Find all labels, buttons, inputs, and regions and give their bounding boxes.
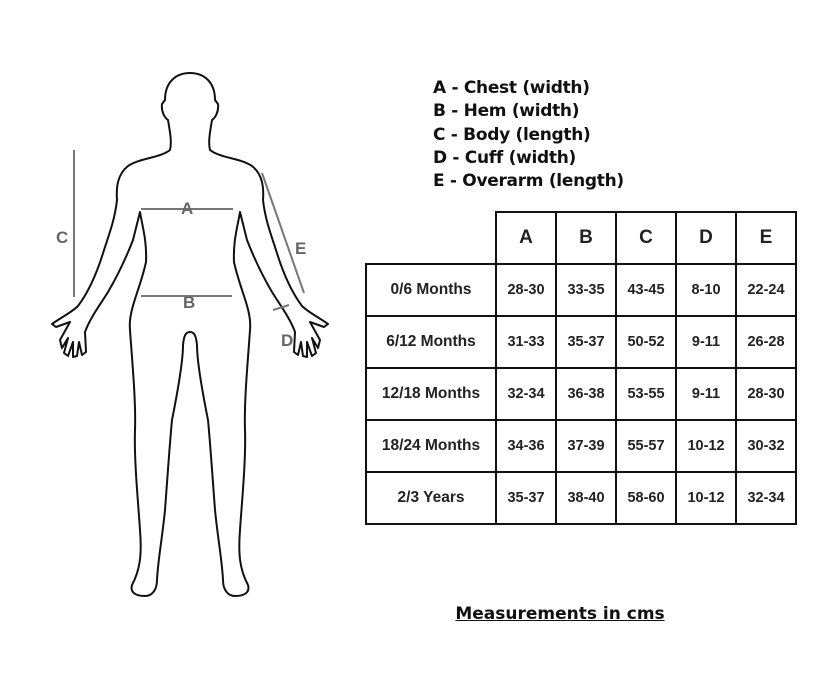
measurement-cell: 37-39 [555, 419, 617, 473]
units-note: Measurements in cms [455, 604, 665, 624]
measurement-cell: 58-60 [615, 471, 677, 525]
measurement-cell: 43-45 [615, 263, 677, 317]
measurement-cell: 28-30 [735, 367, 797, 421]
measurement-cell: 35-37 [555, 315, 617, 369]
measurement-cell: 26-28 [735, 315, 797, 369]
measurement-cell: 50-52 [615, 315, 677, 369]
measurement-legend: A - Chest (width) B - Hem (width) C - Bo… [433, 77, 624, 193]
measurement-cell: 28-30 [495, 263, 557, 317]
label-e: E [295, 239, 306, 258]
measurement-cell: 10-12 [675, 419, 737, 473]
table-row: 6/12 Months 31-33 35-37 50-52 9-11 26-28 [365, 315, 797, 369]
legend-item: B - Hem (width) [433, 101, 580, 122]
table-row: 12/18 Months 32-34 36-38 53-55 9-11 28-30 [365, 367, 797, 421]
size-label: 12/18 Months [365, 367, 497, 421]
measurement-cell: 33-35 [555, 263, 617, 317]
measurement-cell: 55-57 [615, 419, 677, 473]
measurement-cell: 36-38 [555, 367, 617, 421]
measurement-cell: 9-11 [675, 315, 737, 369]
measure-line-e [261, 172, 305, 294]
measurement-cell: 10-12 [675, 471, 737, 525]
measurement-cell: 38-40 [555, 471, 617, 525]
label-c: C [56, 228, 68, 247]
measurement-cell: 53-55 [615, 367, 677, 421]
body-outline [51, 72, 329, 597]
size-label: 18/24 Months [365, 419, 497, 473]
label-d: D [281, 331, 293, 350]
size-label: 0/6 Months [365, 263, 497, 317]
table-row: 18/24 Months 34-36 37-39 55-57 10-12 30-32 [365, 419, 797, 473]
measurement-cell: 9-11 [675, 367, 737, 421]
table-row: 2/3 Years 35-37 38-40 58-60 10-12 32-34 [365, 471, 797, 525]
legend-item: C - Body (length) [433, 124, 591, 145]
legend-item: A - Chest (width) [433, 78, 590, 98]
measurement-cell: 22-24 [735, 263, 797, 317]
legend-item: E - Overarm (length) [433, 171, 624, 192]
size-label: 6/12 Months [365, 315, 497, 369]
legend-item: D - Cuff (width) [433, 147, 576, 168]
label-a: A [181, 199, 193, 218]
label-b: B [183, 293, 195, 312]
measurement-cell: 32-34 [495, 367, 557, 421]
size-label: 2/3 Years [365, 471, 497, 525]
body-measurement-diagram: A B C D E [51, 72, 329, 597]
measurement-cell: 32-34 [735, 471, 797, 525]
column-header: D [675, 211, 737, 265]
measurement-cell: 31-33 [495, 315, 557, 369]
measurement-cell: 8-10 [675, 263, 737, 317]
size-chart-table: A B C D E 0/6 Months 28-30 33-35 43-45 8-10 2… [365, 211, 797, 525]
measurement-cell: 34-36 [495, 419, 557, 473]
column-header: C [615, 211, 677, 265]
measurement-cell: 30-32 [735, 419, 797, 473]
measurement-cell: 35-37 [495, 471, 557, 525]
table-header-row: A B C D E [366, 211, 797, 265]
column-header: B [555, 211, 617, 265]
column-header: E [735, 211, 797, 265]
measure-line-d [272, 304, 290, 311]
column-header: A [495, 211, 557, 265]
table-row: 0/6 Months 28-30 33-35 43-45 8-10 22-24 [365, 263, 797, 317]
